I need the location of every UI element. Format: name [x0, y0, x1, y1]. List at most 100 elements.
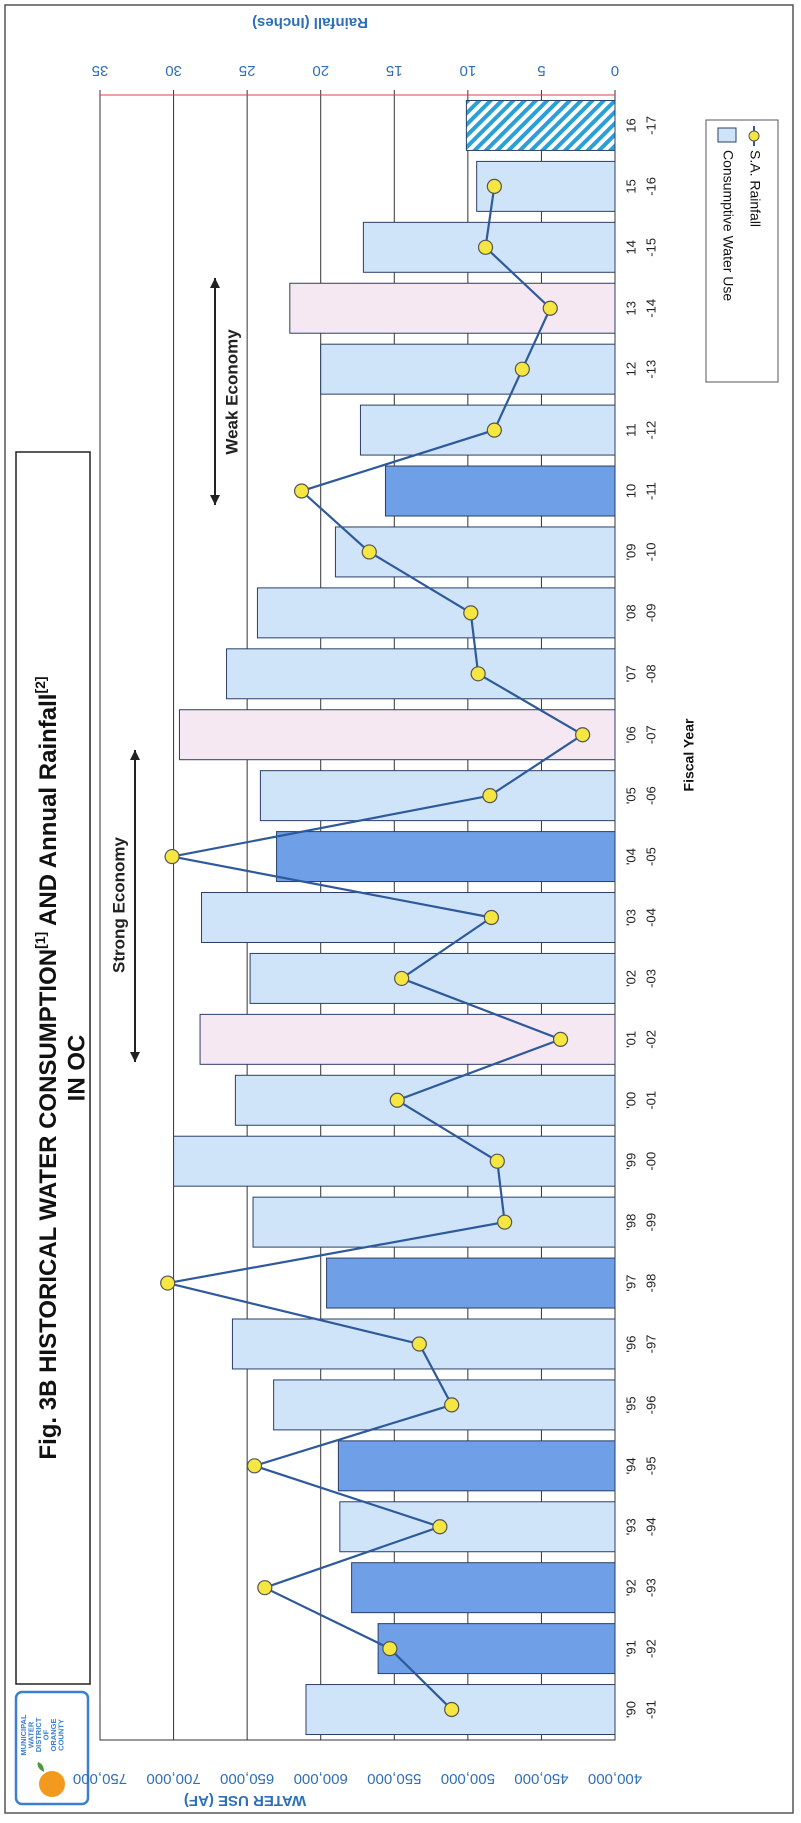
rain-marker: [482, 788, 498, 804]
bar: [178, 709, 616, 761]
legend-label: S.A. Rainfall: [747, 150, 763, 227]
x-tick-label: '07: [623, 665, 638, 682]
logo-text: OF: [41, 1729, 50, 1740]
y2-tick-label: 10: [460, 62, 477, 79]
bar: [320, 343, 616, 395]
bar: [384, 465, 616, 517]
logo-text: MUNICIPAL: [19, 1714, 28, 1756]
y-tick-label: 700,000: [146, 1770, 200, 1787]
rain-marker: [246, 1458, 263, 1474]
chart-title-line2: IN OC: [63, 1035, 90, 1102]
logo-leaf: [37, 1762, 44, 1772]
rain-marker: [463, 605, 479, 621]
y-tick-label: 600,000: [294, 1770, 348, 1787]
x-tick-label: '90: [623, 1701, 638, 1718]
rain-marker: [164, 848, 180, 865]
x-tick-label: -13: [643, 360, 658, 379]
x-tick-label: -06: [643, 786, 658, 805]
arrow-head: [130, 1052, 140, 1062]
x-tick-label: -12: [643, 421, 658, 440]
rain-marker: [361, 544, 377, 560]
rain-marker: [497, 1214, 513, 1230]
logo-text: ORANGE: [49, 1719, 58, 1752]
x-axis-label: Fiscal Year: [681, 718, 697, 791]
x-tick-label: '92: [623, 1579, 638, 1596]
x-tick-label: -92: [643, 1639, 658, 1658]
bar: [334, 526, 616, 578]
x-tick-label: 10: [623, 484, 638, 498]
x-tick-label: -97: [643, 1335, 658, 1354]
x-tick-label: '91: [623, 1640, 638, 1657]
y2-tick-label: 20: [312, 62, 329, 79]
legend-label: Consumptive Water Use: [720, 150, 736, 301]
annotation: Weak Economy: [222, 329, 241, 455]
x-tick-label: '99: [623, 1153, 638, 1170]
x-tick-label: 15: [623, 179, 638, 193]
y2-tick-label: 25: [239, 62, 256, 79]
x-tick-label: 16: [623, 118, 638, 132]
rain-marker: [470, 666, 486, 682]
rain-marker: [382, 1641, 398, 1657]
x-tick-label: -03: [643, 969, 658, 988]
arrow-head: [210, 495, 220, 505]
x-tick-label: -04: [643, 908, 658, 927]
x-tick-label: 11: [623, 423, 638, 437]
x-tick-label: -96: [643, 1396, 658, 1415]
rain-marker: [489, 1153, 505, 1169]
x-tick-label: '02: [623, 970, 638, 987]
chart-title: Fig. 3B HISTORICAL WATER CONSUMPTION[1] …: [32, 676, 63, 1459]
x-tick-label: '08: [623, 604, 638, 621]
x-tick-label: '06: [623, 726, 638, 743]
y2-tick-label: 0: [611, 62, 619, 79]
logo-text: WATER: [26, 1721, 35, 1748]
x-tick-label: '94: [623, 1457, 638, 1474]
x-tick-label: -01: [643, 1091, 658, 1110]
y-tick-label: 750,000: [73, 1770, 127, 1787]
bar: [326, 1257, 616, 1309]
x-tick-label: '98: [623, 1214, 638, 1231]
arrow-head: [130, 750, 140, 760]
rain-marker: [486, 422, 502, 438]
rain-marker: [483, 909, 499, 926]
x-tick-label: -00: [643, 1152, 658, 1171]
x-tick-label: -09: [643, 603, 658, 622]
rain-marker: [542, 300, 558, 316]
bar: [252, 1196, 616, 1248]
x-tick-label: -07: [643, 725, 658, 744]
x-tick-label: '96: [623, 1336, 638, 1353]
logo-text: COUNTY: [56, 1719, 65, 1751]
y-tick-label: 400,000: [588, 1770, 642, 1787]
x-tick-label: '00: [623, 1092, 638, 1109]
bar: [377, 1623, 616, 1675]
rain-line: [167, 186, 585, 1711]
x-tick-label: '04: [623, 848, 638, 865]
rain-marker: [394, 970, 410, 987]
rain-marker: [486, 178, 502, 194]
rain-marker: [552, 1031, 569, 1047]
logo-text: DISTRICT: [34, 1717, 43, 1752]
bar: [351, 1562, 616, 1614]
y2-tick-label: 30: [165, 62, 182, 79]
x-tick-label: -10: [643, 543, 658, 562]
x-tick-label: -91: [643, 1700, 658, 1719]
x-tick-label: -15: [643, 238, 658, 257]
x-tick-label: 14: [623, 240, 638, 254]
logo-box: [14, 1690, 90, 1806]
x-tick-label: 13: [623, 301, 638, 315]
y-tick-label: 650,000: [220, 1770, 274, 1787]
title-sup: [1]: [32, 932, 48, 949]
rain-marker: [514, 361, 530, 377]
x-tick-label: -17: [643, 116, 658, 135]
rain-marker: [389, 1092, 405, 1108]
x-tick-label: '09: [623, 543, 638, 560]
legend-marker: [748, 130, 760, 142]
bar: [201, 892, 616, 943]
y2-tick-label: 35: [92, 62, 109, 79]
y2-axis-label: Rainfall (Inches): [252, 14, 368, 31]
annotation: Strong Economy: [109, 836, 128, 973]
bar: [199, 1013, 616, 1065]
x-tick-label: -95: [643, 1456, 658, 1475]
rain-marker: [444, 1701, 460, 1718]
x-tick-label: -11: [643, 482, 658, 500]
